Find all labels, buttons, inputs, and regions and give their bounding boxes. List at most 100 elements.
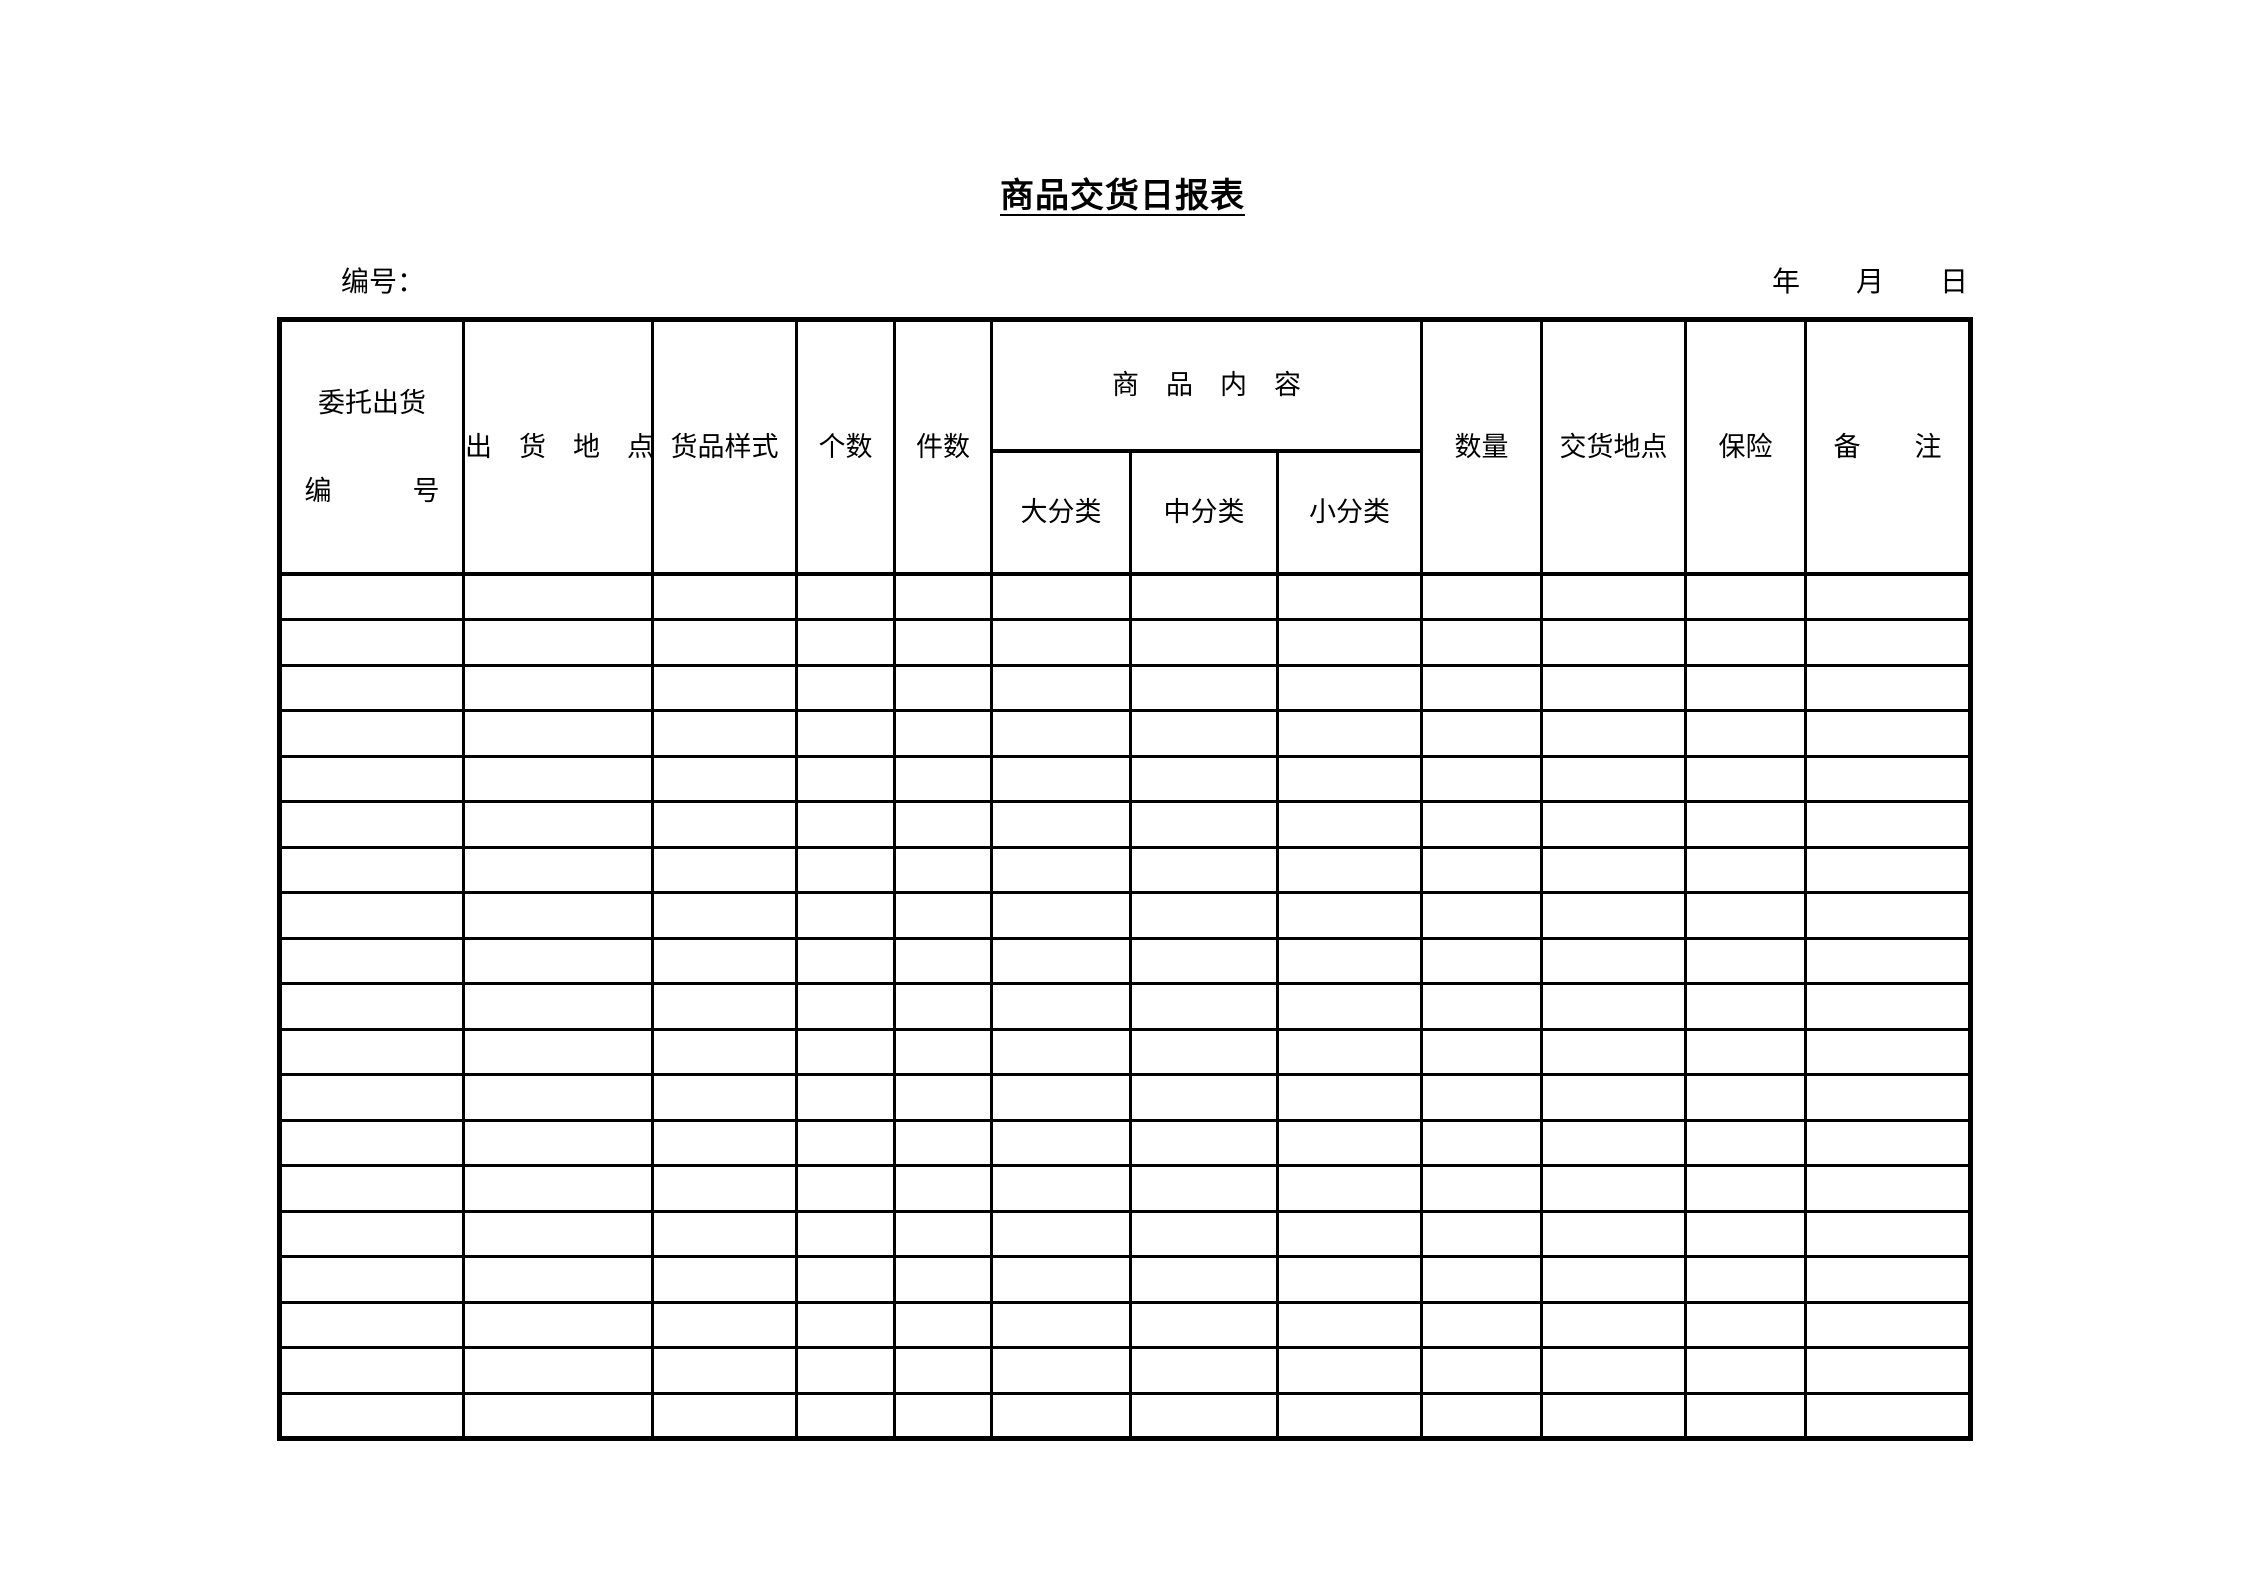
table-cell[interactable]: [1540, 1346, 1687, 1395]
table-cell[interactable]: [651, 1255, 798, 1304]
table-cell[interactable]: [990, 1300, 1132, 1350]
table-cell[interactable]: [1804, 754, 1972, 804]
table-cell[interactable]: [795, 1073, 896, 1122]
table-cell[interactable]: [1129, 1300, 1279, 1350]
table-cell[interactable]: [990, 1255, 1132, 1304]
table-cell[interactable]: [893, 618, 993, 667]
table-cell[interactable]: [893, 936, 993, 986]
table-cell[interactable]: [1540, 572, 1687, 622]
table-cell[interactable]: [1540, 709, 1687, 758]
table-cell[interactable]: [278, 982, 465, 1031]
table-cell[interactable]: [462, 1300, 654, 1350]
table-cell[interactable]: [278, 663, 465, 713]
table-cell[interactable]: [1684, 618, 1807, 667]
table-cell[interactable]: [1420, 1346, 1543, 1395]
table-cell[interactable]: [1276, 1391, 1423, 1441]
table-cell[interactable]: [651, 845, 798, 895]
table-cell[interactable]: [795, 1027, 896, 1077]
date-month-label[interactable]: 月: [1855, 267, 1884, 298]
table-cell[interactable]: [1129, 1073, 1279, 1122]
table-cell[interactable]: [1804, 936, 1972, 986]
table-cell[interactable]: [1684, 936, 1807, 986]
table-cell[interactable]: [990, 891, 1132, 940]
table-cell[interactable]: [651, 1027, 798, 1077]
table-cell[interactable]: [990, 663, 1132, 713]
table-cell[interactable]: [1129, 1118, 1279, 1168]
table-cell[interactable]: [1276, 1118, 1423, 1168]
table-cell[interactable]: [462, 618, 654, 667]
table-cell[interactable]: [795, 618, 896, 667]
table-cell[interactable]: [1804, 1346, 1972, 1395]
table-cell[interactable]: [1804, 572, 1972, 622]
table-cell[interactable]: [1540, 936, 1687, 986]
table-cell[interactable]: [1129, 845, 1279, 895]
table-cell[interactable]: [1804, 1073, 1972, 1122]
table-cell[interactable]: [990, 1073, 1132, 1122]
table-cell[interactable]: [1129, 1255, 1279, 1304]
table-cell[interactable]: [651, 1300, 798, 1350]
table-cell[interactable]: [1684, 1346, 1807, 1395]
table-cell[interactable]: [1129, 1027, 1279, 1077]
table-cell[interactable]: [651, 1346, 798, 1395]
table-cell[interactable]: [1276, 1300, 1423, 1350]
serial-number-label[interactable]: 编号：: [341, 267, 426, 298]
table-cell[interactable]: [278, 1073, 465, 1122]
table-cell[interactable]: [795, 1209, 896, 1259]
table-cell[interactable]: [278, 1391, 465, 1441]
table-cell[interactable]: [893, 845, 993, 895]
table-cell[interactable]: [651, 1164, 798, 1213]
table-cell[interactable]: [893, 1209, 993, 1259]
table-cell[interactable]: [795, 891, 896, 940]
table-cell[interactable]: [1540, 1391, 1687, 1441]
table-cell[interactable]: [462, 800, 654, 849]
table-cell[interactable]: [1684, 1073, 1807, 1122]
table-cell[interactable]: [651, 663, 798, 713]
table-cell[interactable]: [462, 1027, 654, 1077]
table-cell[interactable]: [651, 1209, 798, 1259]
table-cell[interactable]: [893, 572, 993, 622]
table-cell[interactable]: [1804, 663, 1972, 713]
table-cell[interactable]: [893, 1300, 993, 1350]
table-cell[interactable]: [795, 1391, 896, 1441]
table-cell[interactable]: [1804, 1300, 1972, 1350]
table-cell[interactable]: [990, 1209, 1132, 1259]
table-cell[interactable]: [1804, 1164, 1972, 1213]
table-cell[interactable]: [990, 1118, 1132, 1168]
table-cell[interactable]: [795, 709, 896, 758]
table-cell[interactable]: [1129, 618, 1279, 667]
table-cell[interactable]: [1420, 1118, 1543, 1168]
table-cell[interactable]: [1276, 1255, 1423, 1304]
table-cell[interactable]: [1129, 891, 1279, 940]
table-cell[interactable]: [1276, 1209, 1423, 1259]
table-cell[interactable]: [462, 572, 654, 622]
table-cell[interactable]: [1540, 663, 1687, 713]
table-cell[interactable]: [795, 1255, 896, 1304]
table-cell[interactable]: [462, 1118, 654, 1168]
table-cell[interactable]: [1684, 800, 1807, 849]
table-cell[interactable]: [651, 572, 798, 622]
table-cell[interactable]: [1540, 891, 1687, 940]
table-cell[interactable]: [893, 663, 993, 713]
table-cell[interactable]: [1540, 1118, 1687, 1168]
table-cell[interactable]: [1420, 1255, 1543, 1304]
table-cell[interactable]: [795, 1164, 896, 1213]
table-cell[interactable]: [1540, 1027, 1687, 1077]
table-cell[interactable]: [462, 1255, 654, 1304]
table-cell[interactable]: [795, 1118, 896, 1168]
table-cell[interactable]: [1129, 572, 1279, 622]
table-cell[interactable]: [1804, 618, 1972, 667]
table-cell[interactable]: [651, 709, 798, 758]
table-cell[interactable]: [1420, 663, 1543, 713]
table-cell[interactable]: [1540, 1209, 1687, 1259]
table-cell[interactable]: [893, 709, 993, 758]
table-cell[interactable]: [278, 845, 465, 895]
table-cell[interactable]: [1420, 982, 1543, 1031]
table-cell[interactable]: [278, 754, 465, 804]
table-cell[interactable]: [1684, 1164, 1807, 1213]
table-cell[interactable]: [893, 1164, 993, 1213]
table-cell[interactable]: [1540, 800, 1687, 849]
table-cell[interactable]: [278, 572, 465, 622]
date-year-label[interactable]: 年: [1771, 267, 1800, 298]
table-cell[interactable]: [1540, 1164, 1687, 1213]
table-cell[interactable]: [1276, 618, 1423, 667]
